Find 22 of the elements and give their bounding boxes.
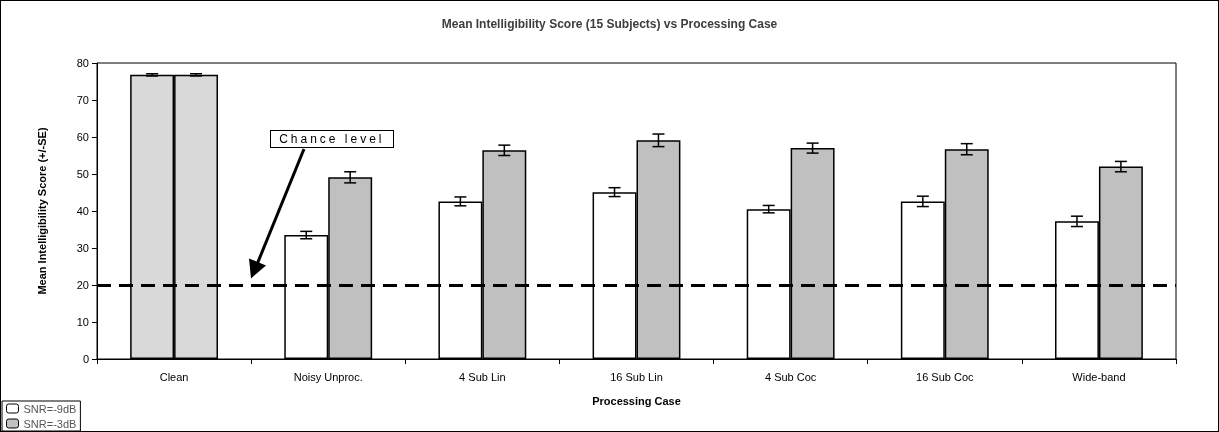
x-tick-label: 4 Sub Lin — [459, 370, 506, 383]
annotation: Chance level — [270, 129, 394, 148]
y-tick-label: 80 — [76, 57, 89, 69]
chart-title: Mean Intelligibility Score (15 Subjects) vs Processing Case — [441, 17, 778, 31]
y-axis-title: Mean Intelligibility Score (+/-SE) — [35, 127, 48, 295]
y-tick-label: 50 — [76, 168, 89, 180]
x-axis-title: Processing Case — [592, 394, 681, 407]
legend-label: SNR=-3dB — [23, 417, 77, 430]
y-tick-label: 30 — [76, 242, 89, 254]
y-tick-label: 70 — [76, 94, 89, 106]
x-tick-label: 16 Sub Lin — [610, 370, 663, 383]
x-tick-label: 16 Sub Coc — [916, 370, 975, 383]
x-tick-label: 4 Sub Coc — [764, 370, 817, 383]
y-tick-label: 10 — [76, 316, 89, 328]
x-tick-label: Clean — [159, 370, 189, 383]
legend-label: SNR=-9dB — [23, 402, 77, 415]
y-tick-label: 40 — [76, 205, 89, 217]
y-tick-label: 20 — [76, 279, 89, 291]
x-tick-label: Noisy Unproc. — [293, 370, 363, 383]
y-tick-label: 0 — [82, 353, 89, 365]
y-tick-label: 60 — [76, 131, 89, 143]
x-tick-label: Wide-band — [1072, 370, 1126, 383]
